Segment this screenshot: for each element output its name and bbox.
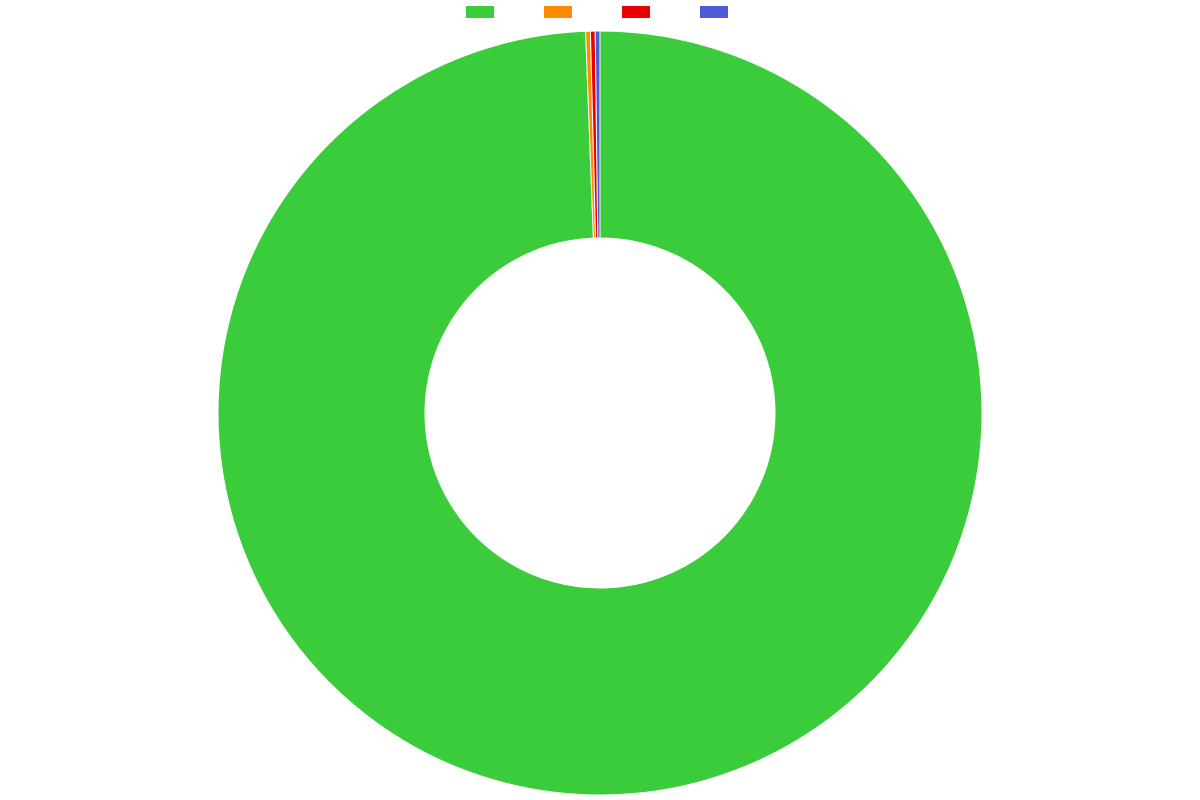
legend-swatch — [700, 6, 728, 18]
donut-svg — [216, 29, 984, 797]
legend-swatch — [622, 6, 650, 18]
donut-chart — [0, 0, 1200, 800]
legend-item — [466, 6, 500, 18]
legend-item — [700, 6, 734, 18]
chart-legend — [0, 6, 1200, 18]
legend-item — [622, 6, 656, 18]
legend-swatch — [544, 6, 572, 18]
legend-item — [544, 6, 578, 18]
legend-swatch — [466, 6, 494, 18]
donut-plot-area — [0, 28, 1200, 798]
